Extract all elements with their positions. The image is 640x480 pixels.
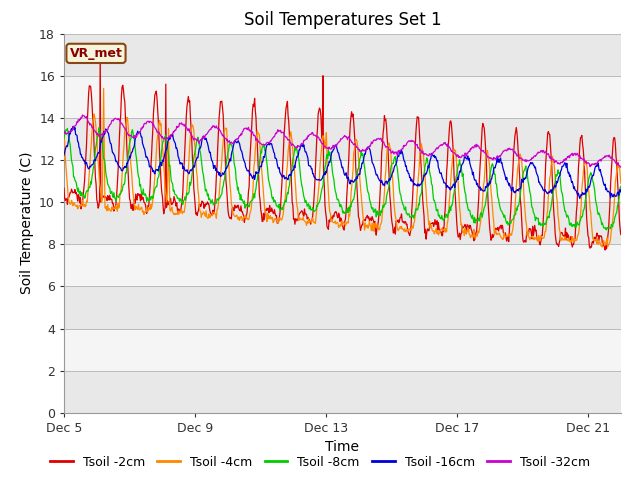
Bar bbox=[64, 371, 621, 413]
X-axis label: Time: Time bbox=[325, 440, 360, 455]
Legend: Tsoil -2cm, Tsoil -4cm, Tsoil -8cm, Tsoil -16cm, Tsoil -32cm: Tsoil -2cm, Tsoil -4cm, Tsoil -8cm, Tsoi… bbox=[45, 451, 595, 474]
Bar bbox=[64, 244, 621, 287]
Bar bbox=[64, 328, 621, 371]
Y-axis label: Soil Temperature (C): Soil Temperature (C) bbox=[20, 152, 33, 294]
Bar bbox=[64, 202, 621, 244]
Bar bbox=[64, 34, 621, 76]
Bar bbox=[64, 287, 621, 328]
Text: VR_met: VR_met bbox=[70, 47, 122, 60]
Bar bbox=[64, 76, 621, 118]
Title: Soil Temperatures Set 1: Soil Temperatures Set 1 bbox=[244, 11, 441, 29]
Bar bbox=[64, 160, 621, 202]
Bar bbox=[64, 118, 621, 160]
